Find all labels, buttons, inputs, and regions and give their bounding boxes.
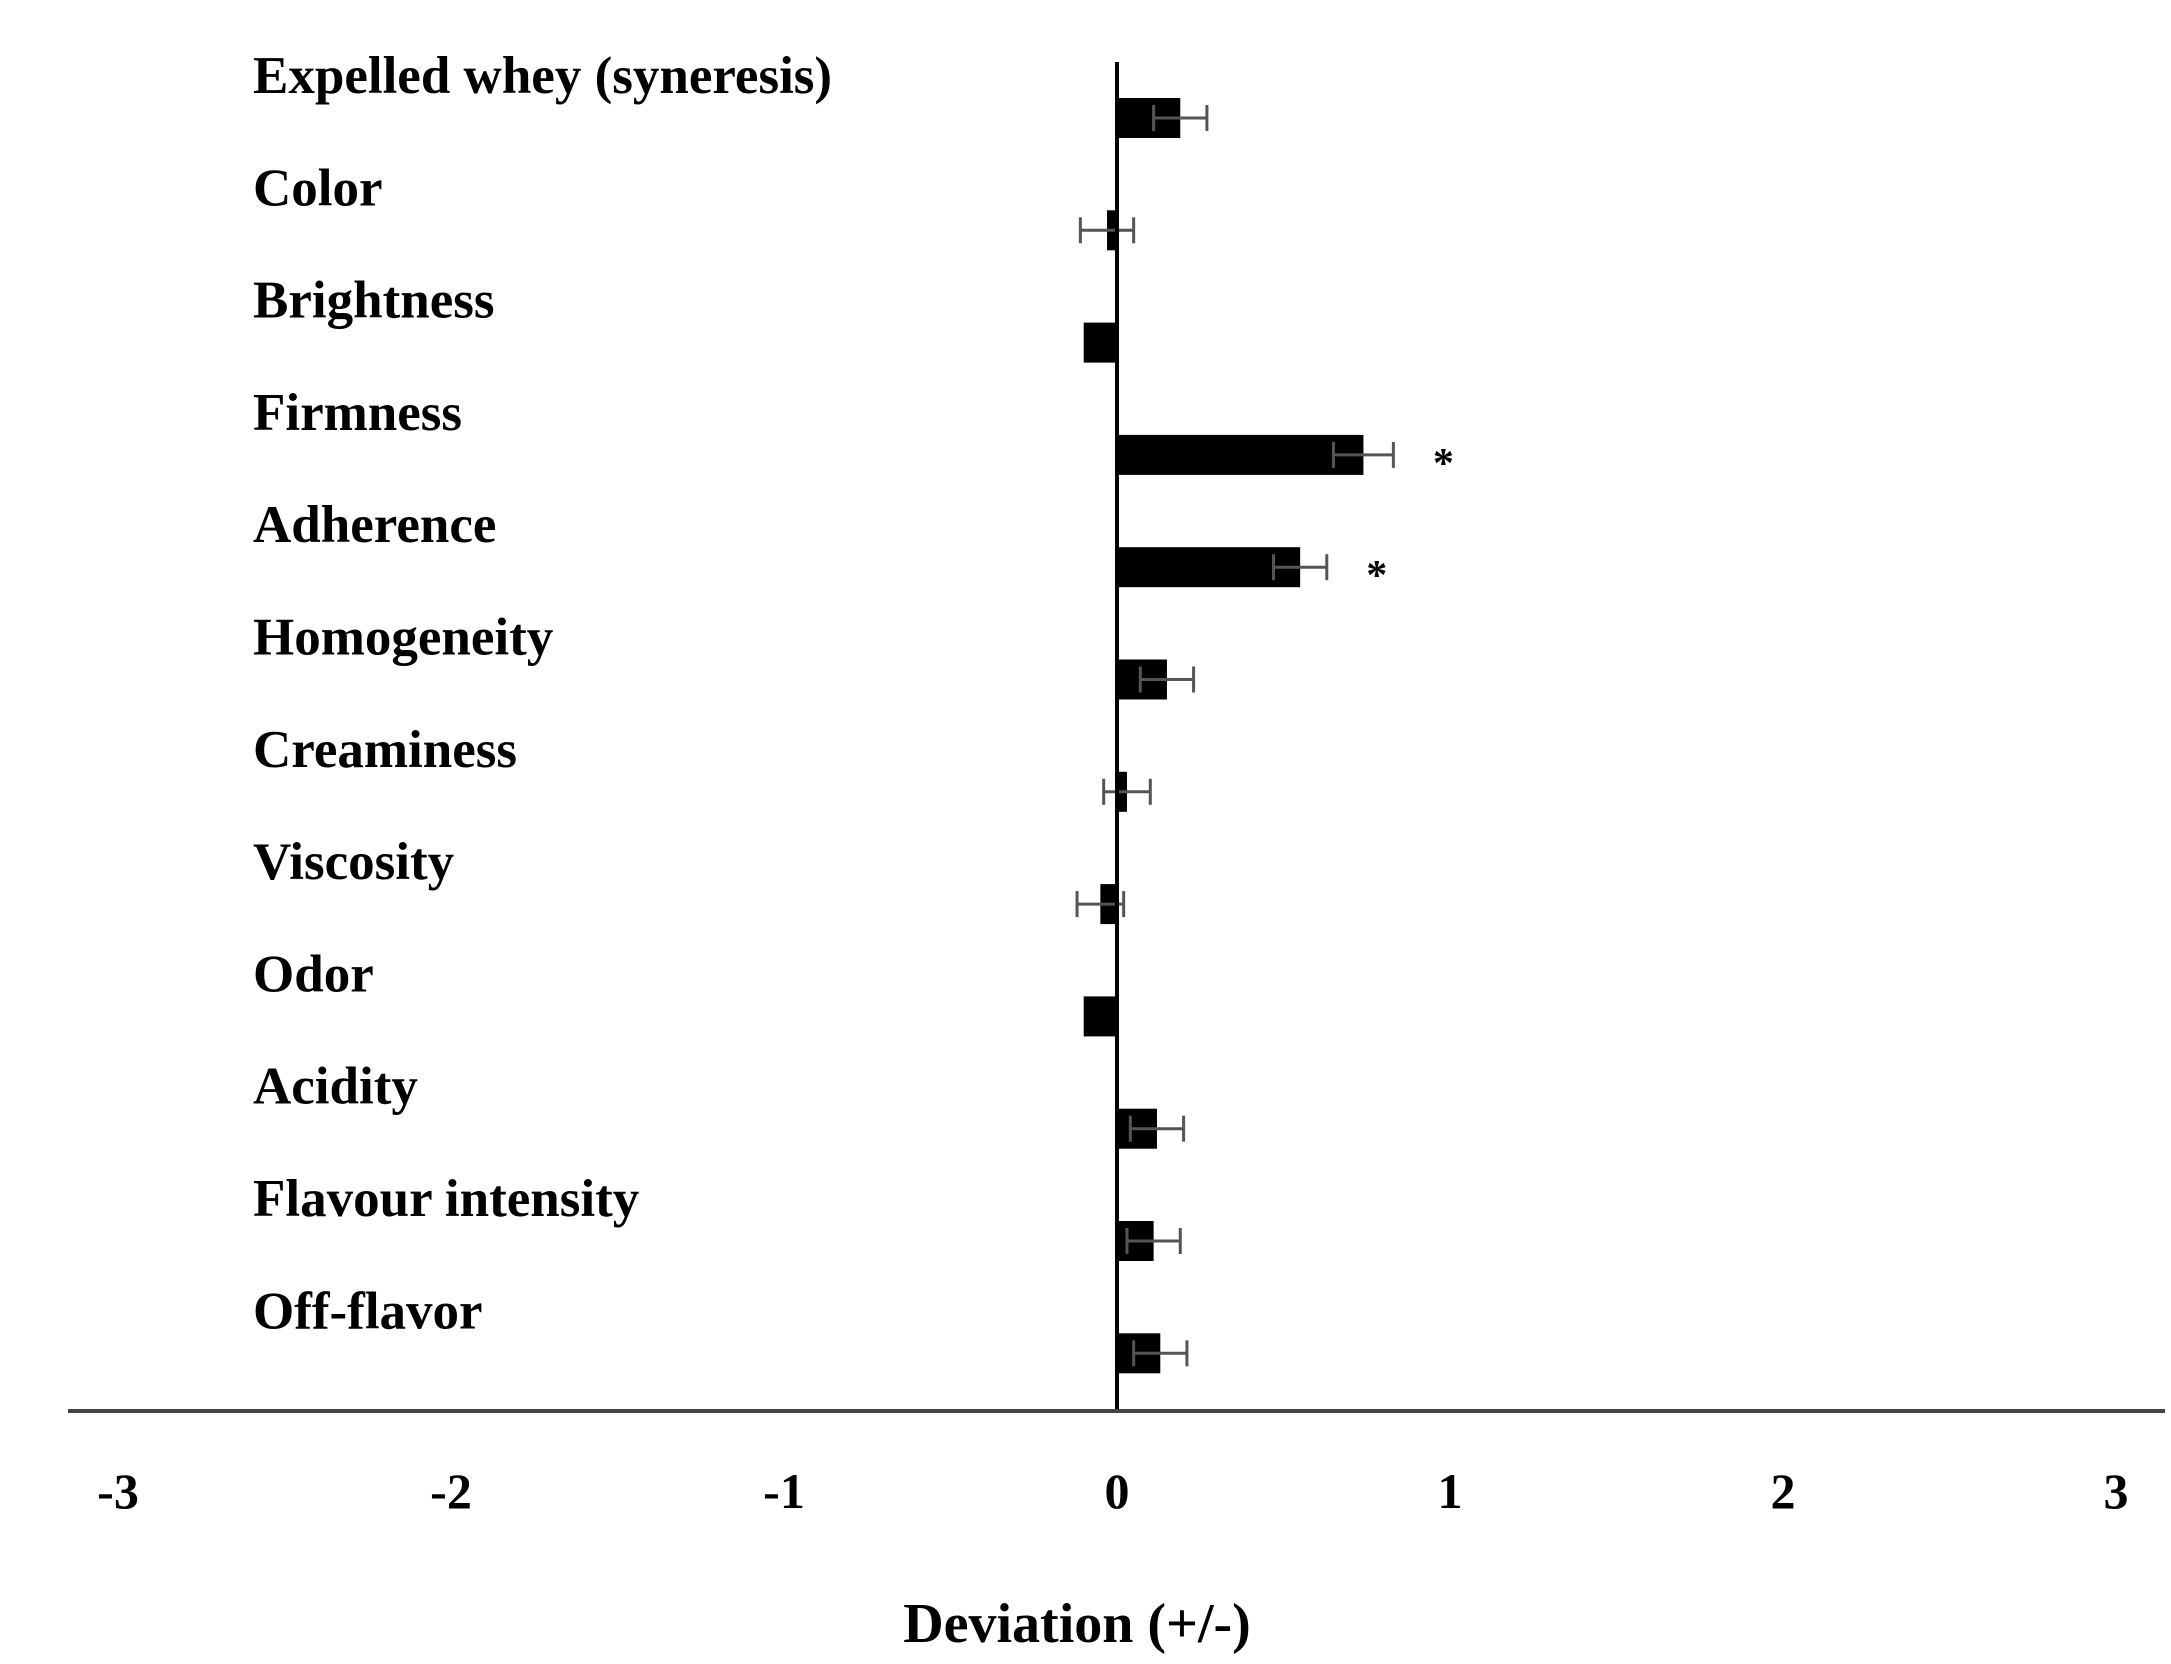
x-tick-label: 3 [2104,1463,2129,1519]
category-label: Brightness [253,272,494,330]
category-label: Color [253,159,383,217]
error-bar [1125,1228,1182,1254]
x-tick-label: 0 [1105,1463,1130,1519]
error-bar [1138,666,1196,693]
bar [1117,434,1364,475]
error-bar [1102,778,1152,805]
error-bar [1152,105,1209,131]
category-label: Adherence [253,496,496,554]
error-bar [1132,1340,1189,1367]
x-tick-labels-layer: -3 -2 -1 0 1 2 3 [97,1463,2128,1519]
bar [1083,996,1117,1037]
category-label: Acidity [253,1058,418,1116]
x-tick-label: -3 [97,1463,139,1519]
error-bars-layer [1075,105,1395,1367]
error-bar [1272,554,1329,581]
bar [1117,547,1301,588]
x-tick-label: -1 [763,1463,805,1519]
category-label: Off-flavor [253,1282,483,1340]
x-axis-title: Deviation (+/-) [903,1593,1251,1655]
category-label: Creaminess [253,721,517,779]
category-label: Odor [253,945,374,1003]
x-tick-label: 2 [1771,1463,1796,1519]
category-label: Expelled whey (syneresis) [253,47,832,105]
category-label: Firmness [253,384,462,442]
significance-markers-layer: ** [1366,441,1454,599]
x-tick-label: 1 [1438,1463,1463,1519]
error-bar [1078,217,1136,244]
significance-marker: * [1366,553,1387,599]
error-bar [1331,441,1395,468]
x-tick-label: -2 [430,1463,472,1519]
error-bar [1128,1115,1186,1142]
category-label: Homogeneity [253,609,553,667]
bars-layer [1083,98,1364,1374]
significance-marker: * [1433,441,1454,487]
category-label: Flavour intensity [253,1170,639,1228]
bar [1083,322,1117,363]
category-label: Viscosity [253,833,454,891]
category-labels-layer: Expelled whey (syneresis) Color Brightness… [253,47,832,1340]
